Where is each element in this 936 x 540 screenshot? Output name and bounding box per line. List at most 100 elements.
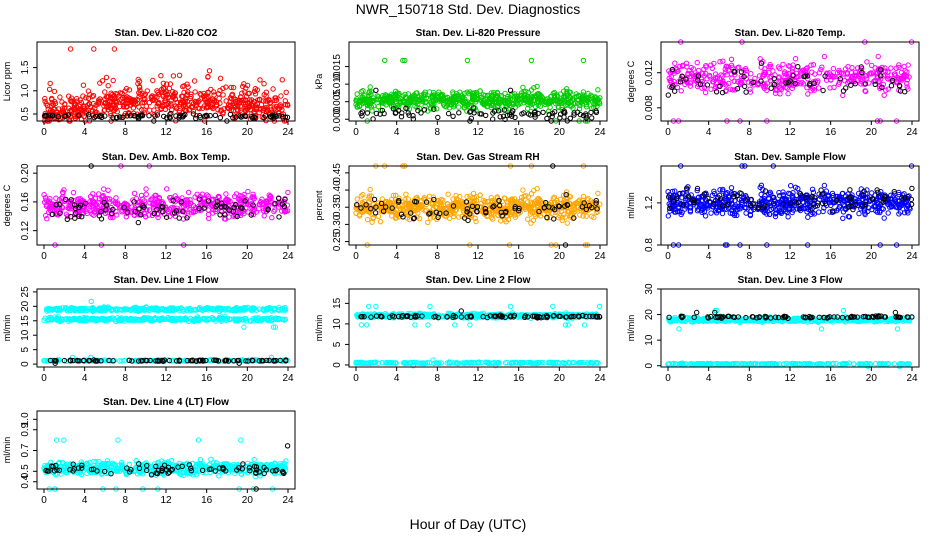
data-point: [160, 92, 166, 98]
data-point: [197, 91, 203, 97]
data-point: [579, 96, 586, 102]
data-point: [792, 56, 799, 62]
data-point: [202, 113, 208, 119]
data-point: [192, 89, 198, 95]
data-point: [263, 93, 269, 99]
data-point: [810, 189, 817, 196]
series-2: [42, 110, 291, 124]
data-point: [470, 190, 477, 197]
data-point: [382, 96, 388, 103]
data-point: [85, 95, 92, 102]
data-point: [105, 187, 111, 194]
data-point: [203, 99, 209, 105]
data-point: [557, 91, 564, 97]
data-point: [136, 78, 143, 85]
data-point: [708, 210, 714, 216]
x-tick-label: 8: [747, 127, 753, 138]
data-point: [909, 185, 915, 192]
x-tick-label: 20: [242, 251, 254, 262]
data-point: [227, 111, 234, 118]
data-point: [49, 100, 55, 106]
data-point: [379, 196, 385, 202]
data-point: [90, 93, 97, 99]
data-point: [158, 73, 164, 79]
data-point: [240, 100, 246, 106]
x-tick-label: 16: [513, 127, 525, 138]
data-point: [116, 114, 123, 120]
panel-4: Stan. Dev. Amb. Box Temp.degrees C0 4 8 12 1…: [2, 152, 296, 262]
data-point: [278, 93, 284, 99]
data-point: [176, 72, 183, 79]
data-point: [232, 115, 238, 121]
x-tick-label: 4: [706, 127, 712, 138]
data-point: [186, 107, 193, 113]
data-point: [215, 107, 221, 113]
data-point: [257, 77, 263, 83]
data-point: [534, 83, 540, 90]
data-point: [173, 105, 180, 112]
data-point: [170, 93, 176, 99]
data-point: [59, 99, 65, 105]
data-point: [588, 109, 594, 116]
data-point: [435, 114, 441, 121]
data-point: [270, 86, 276, 92]
data-point: [217, 75, 224, 82]
data-point: [550, 90, 556, 97]
data-point: [271, 104, 277, 110]
data-point: [465, 101, 471, 107]
data-point: [585, 95, 591, 102]
data-point: [193, 99, 200, 105]
data-point: [46, 86, 53, 93]
data-point: [702, 213, 709, 219]
data-point: [207, 113, 213, 119]
data-point: [742, 83, 748, 90]
data-point: [139, 107, 145, 113]
data-point: [269, 112, 276, 119]
data-point: [49, 113, 56, 119]
data-point: [166, 112, 173, 118]
y-axis-label: percent: [314, 190, 324, 221]
data-point: [146, 99, 153, 106]
data-point: [480, 97, 487, 104]
data-point: [537, 103, 544, 109]
series-1: [41, 46, 291, 124]
data-point: [505, 94, 511, 100]
data-point: [525, 216, 531, 222]
data-point: [678, 88, 684, 94]
data-point: [159, 103, 166, 109]
data-point: [76, 112, 82, 119]
data-point: [450, 113, 456, 120]
data-point: [377, 107, 384, 114]
data-point: [206, 99, 212, 105]
data-point: [840, 215, 846, 222]
data-point: [163, 89, 169, 95]
data-point: [99, 78, 106, 84]
data-point: [719, 210, 726, 217]
data-point: [170, 73, 177, 79]
x-tick-label: 4: [394, 251, 400, 262]
data-point: [164, 81, 170, 87]
data-point: [445, 191, 451, 197]
data-point: [433, 97, 440, 103]
data-point: [210, 96, 216, 102]
y-tick-label: 0.12: [20, 220, 31, 240]
data-point: [211, 97, 218, 104]
data-point: [456, 95, 462, 102]
data-point: [438, 91, 444, 98]
data-point: [426, 89, 433, 95]
data-point: [702, 89, 709, 96]
data-point: [233, 114, 239, 120]
data-point: [140, 96, 146, 103]
data-point: [410, 116, 416, 122]
data-point: [446, 105, 453, 111]
data-point: [364, 216, 371, 223]
data-point: [114, 98, 120, 105]
data-point: [818, 187, 824, 193]
data-point: [451, 97, 458, 104]
data-point: [261, 213, 267, 219]
data-point: [52, 100, 59, 107]
y-tick-label: 0.015: [332, 54, 343, 79]
data-point: [142, 96, 148, 103]
